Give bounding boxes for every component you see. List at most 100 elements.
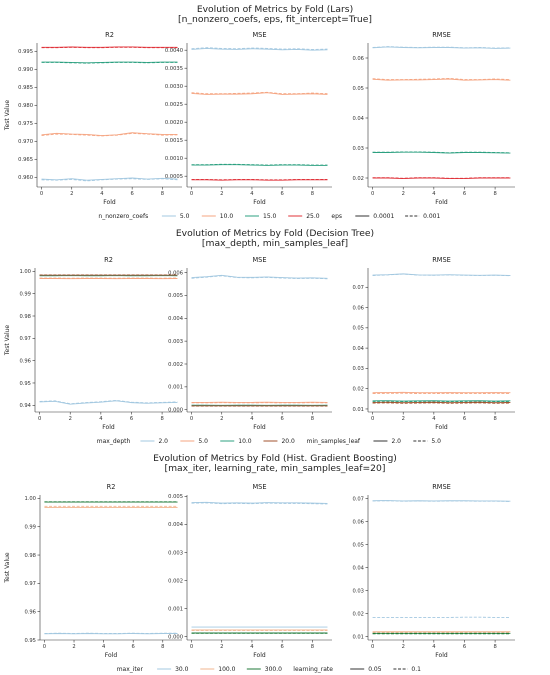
x-tick-label: 4: [432, 644, 436, 650]
y-tick-label: 0.003: [168, 339, 183, 345]
y-tick-label: 0.0035: [165, 66, 183, 72]
x-tick-label: 2: [220, 416, 223, 422]
y-tick-label: 0.95: [19, 381, 31, 387]
x-tick-label: 0: [371, 416, 374, 422]
legend-title: min_samples_leaf: [307, 438, 361, 445]
y-tick-label: 0.98: [24, 553, 36, 559]
legend-label: 0.001: [423, 213, 440, 220]
x-axis-label: Fold: [435, 424, 448, 431]
legend-label: 10.0: [238, 438, 252, 445]
x-tick-label: 6: [281, 644, 284, 650]
series-line: [191, 92, 328, 95]
y-tick-label: 0.0030: [165, 84, 183, 90]
y-tick-label: 1.00: [24, 496, 36, 502]
legend-label: 25.0: [306, 213, 320, 220]
x-tick-label: 6: [281, 416, 284, 422]
x-tick-label: 2: [70, 191, 73, 197]
x-tick-label: 4: [432, 416, 436, 422]
x-tick-label: 8: [161, 644, 164, 650]
legend-label: 0.0001: [373, 213, 394, 220]
y-tick-label: 0.06: [352, 305, 364, 311]
y-tick-label: 0.03: [352, 588, 364, 594]
y-tick-label: 0.000: [168, 634, 183, 640]
x-tick-label: 0: [371, 191, 374, 197]
x-tick-label: 2: [72, 644, 75, 650]
y-tick-label: 0.980: [18, 103, 33, 109]
x-tick-label: 6: [281, 191, 284, 197]
y-tick-label: 0.001: [168, 606, 183, 612]
y-tick-label: 0.04: [352, 116, 364, 122]
y-tick-label: 0.990: [18, 67, 33, 73]
x-axis-label: Fold: [435, 652, 448, 659]
x-tick-label: 0: [190, 416, 193, 422]
x-tick-label: 8: [311, 416, 314, 422]
y-tick-label: 0.97: [24, 581, 36, 587]
x-axis-label: Fold: [102, 424, 115, 431]
y-tick-label: 0.95: [24, 638, 36, 644]
series-line: [41, 132, 178, 136]
x-tick-label: 8: [161, 191, 164, 197]
x-axis-label: Fold: [253, 199, 266, 206]
x-tick-label: 0: [43, 644, 46, 650]
y-tick-label: 0.05: [352, 86, 364, 92]
legend-label: 300.0: [265, 666, 282, 673]
chart-subtitle: [max_iter, learning_rate, min_samples_le…: [165, 463, 386, 474]
x-tick-label: 4: [250, 644, 254, 650]
legend-label: 0.05: [368, 666, 382, 673]
series-line: [372, 151, 511, 154]
series-line: [372, 177, 511, 180]
y-tick-label: 0.995: [18, 49, 33, 55]
y-tick-label: 0.07: [352, 285, 364, 291]
legend-title: max_iter: [117, 666, 144, 673]
legend-label: 15.0: [263, 213, 277, 220]
legend-label: 5.0: [198, 438, 208, 445]
legend-label: 5.0: [180, 213, 190, 220]
x-tick-label: 8: [160, 416, 163, 422]
x-tick-label: 8: [493, 191, 496, 197]
x-tick-label: 2: [402, 191, 405, 197]
y-tick-label: 0.0025: [165, 102, 183, 108]
series-line: [191, 502, 328, 505]
y-tick-label: 0.965: [18, 157, 33, 163]
y-tick-label: 0.001: [168, 385, 183, 391]
y-tick-label: 0.01: [352, 634, 364, 640]
panel-r2: R2 0.95 0.96 0.97 0.98 0.99 1.00 0 2 4 6 8 Fold: [24, 483, 182, 659]
y-tick-label: 0.04: [352, 565, 364, 571]
legend-label: 30.0: [175, 666, 189, 673]
y-tick-label: 0.005: [168, 293, 183, 299]
series-line: [372, 77, 511, 81]
x-tick-label: 8: [311, 644, 314, 650]
y-tick-label: 0.0040: [165, 48, 183, 54]
series-line: [372, 46, 511, 49]
panel-r2: R2 0.94 0.95 0.96 0.97 0.98 0.99 1.00 0 2 4 6 8 Fold: [19, 256, 182, 431]
panel-rmse: RMSE 0.01 0.02 0.03 0.04 0.05 0.06 0.07 0 2 4 6 8 Fol…: [352, 483, 515, 659]
chart-1: Evolution of Metrics by Fold (Lars)[n_no…: [4, 4, 515, 220]
y-tick-label: 0.06: [352, 56, 364, 62]
x-tick-label: 4: [99, 416, 103, 422]
y-tick-label: 0.002: [168, 578, 183, 584]
y-tick-label: 0.97: [19, 336, 31, 342]
y-tick-label: 0.000: [168, 408, 183, 414]
series-line: [191, 163, 328, 166]
series-line: [41, 61, 178, 64]
y-tick-label: 0.96: [19, 358, 31, 364]
y-tick-label: 0.02: [352, 611, 364, 617]
chart-subtitle: [n_nonzero_coefs, eps, fit_intercept=Tru…: [178, 14, 372, 25]
x-tick-label: 2: [69, 416, 72, 422]
x-tick-label: 0: [38, 416, 41, 422]
x-tick-label: 2: [220, 191, 223, 197]
x-axis-label: Fold: [105, 652, 118, 659]
y-tick-label: 0.0020: [165, 120, 183, 126]
chart-subtitle: [max_depth, min_samples_leaf]: [202, 238, 348, 249]
panel-title: RMSE: [432, 256, 451, 264]
x-tick-label: 0: [190, 644, 193, 650]
x-axis-label: Fold: [103, 199, 116, 206]
y-tick-label: 0.0015: [165, 138, 183, 144]
y-tick-label: 0.970: [18, 139, 33, 145]
series-line: [372, 78, 511, 81]
y-tick-label: 0.004: [168, 316, 184, 322]
y-tick-label: 0.03: [352, 366, 364, 372]
y-tick-label: 0.0005: [165, 174, 183, 180]
x-axis-label: Fold: [253, 424, 266, 431]
panel-title: MSE: [252, 256, 266, 264]
